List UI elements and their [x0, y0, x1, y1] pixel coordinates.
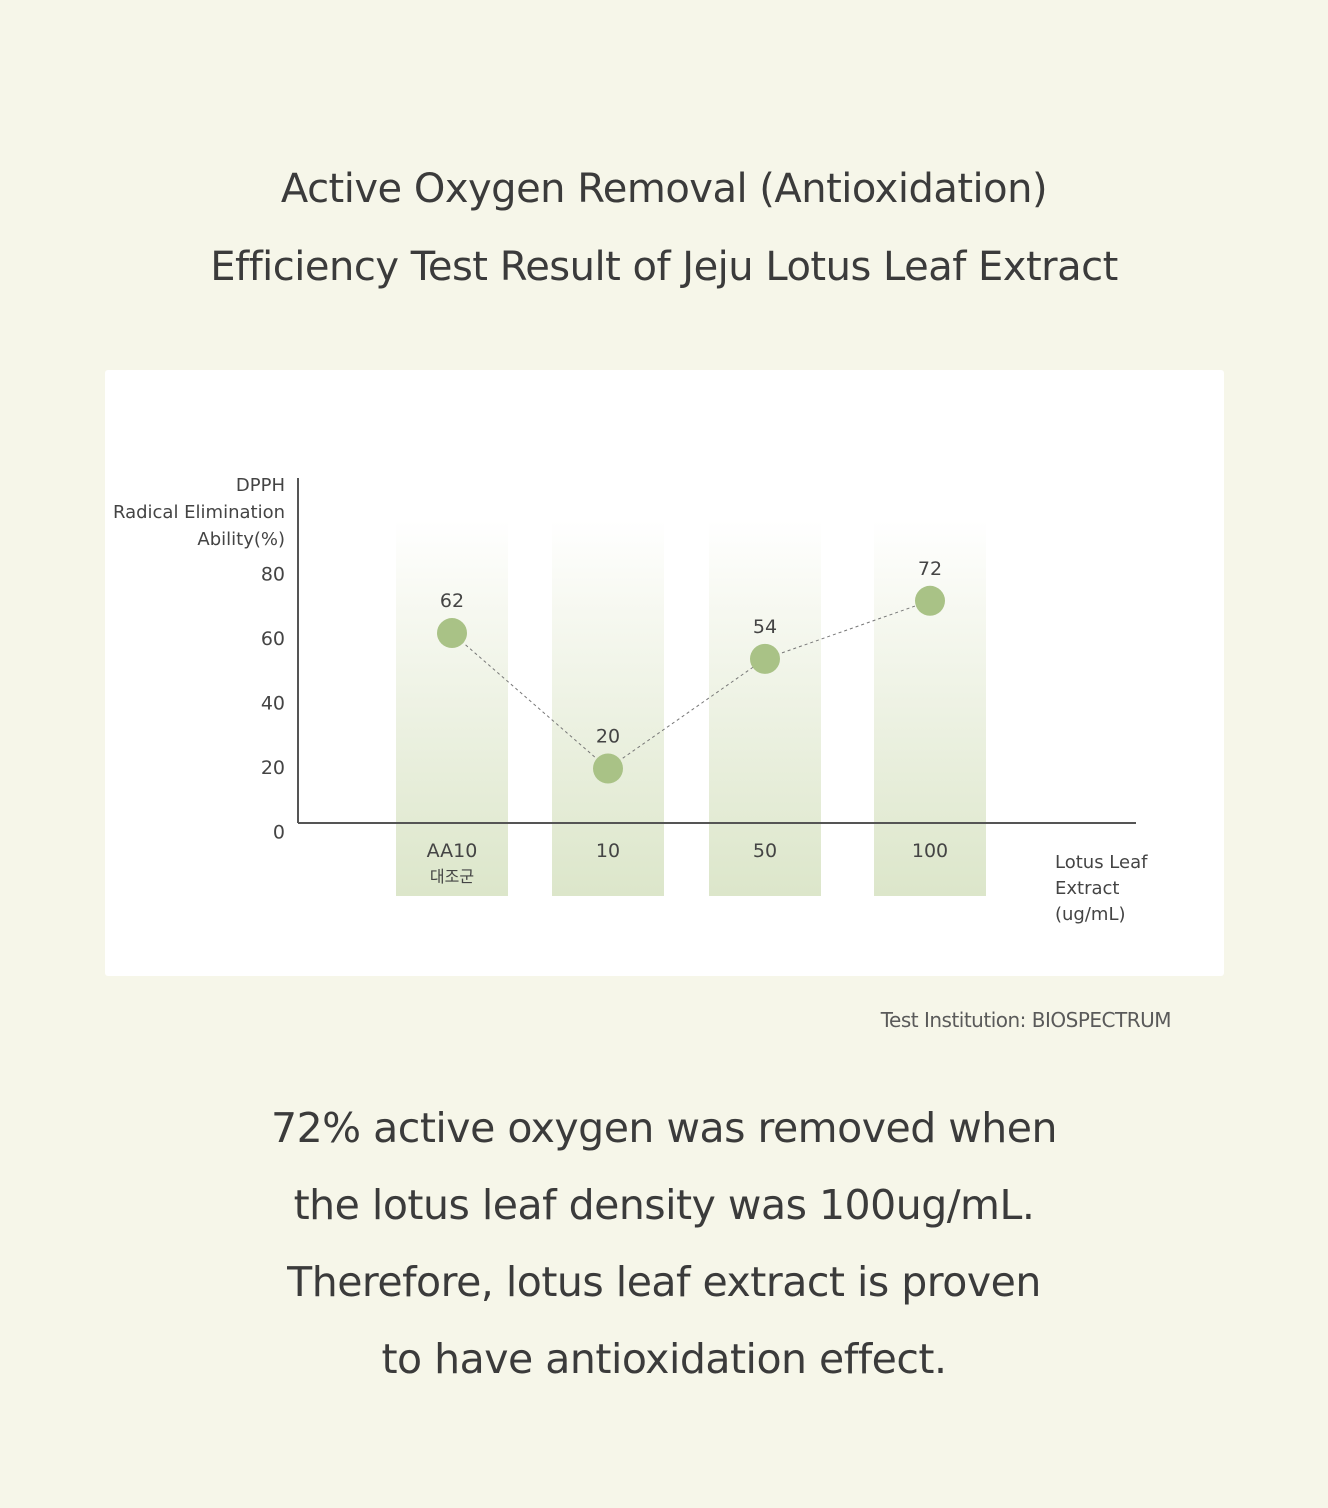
- x-axis-title-line: (ug/mL): [1055, 904, 1126, 925]
- chart-svg: DPPH Radical Elimination Ability(%) 0 20 40 60…: [113, 475, 1148, 925]
- data-point: [593, 753, 623, 784]
- series-line-segment: [451, 632, 609, 769]
- title-line-2: Efficiency Test Result of Jeju Lotus Lea…: [210, 244, 1118, 290]
- x-axis-title-line: Extract: [1055, 878, 1119, 899]
- conclusion-text: 72% active oxygen was removed when the l…: [0, 1090, 1328, 1398]
- x-tick-label: 100: [912, 840, 948, 862]
- conclusion-line-2: the lotus leaf density was 100ug/mL.: [293, 1181, 1035, 1229]
- category-band: [552, 520, 664, 896]
- y-axis-title-line: DPPH: [236, 475, 285, 496]
- category-band: [709, 520, 821, 896]
- x-tick-label: 50: [753, 840, 777, 862]
- data-label: 62: [440, 590, 464, 612]
- x-tick-label: AA10: [427, 840, 478, 862]
- category-band: [396, 520, 508, 896]
- conclusion-line-3: Therefore, lotus leaf extract is proven: [287, 1258, 1041, 1306]
- y-tick-label: 0: [273, 822, 285, 844]
- title-line-1: Active Oxygen Removal (Antioxidation): [280, 166, 1048, 212]
- x-axis-title-line: Lotus Leaf: [1055, 852, 1148, 873]
- data-point: [437, 618, 467, 649]
- y-tick-label: 20: [261, 757, 285, 779]
- x-tick-label: 10: [596, 840, 620, 862]
- conclusion-line-1: 72% active oxygen was removed when: [271, 1104, 1057, 1152]
- chart-title: Active Oxygen Removal (Antioxidation) Ef…: [0, 150, 1328, 306]
- category-band: [874, 520, 986, 896]
- chart-card: DPPH Radical Elimination Ability(%) 0 20 40 60…: [105, 370, 1224, 976]
- x-tick-sublabel: 대조군: [430, 867, 474, 886]
- y-axis-title-line: Ability(%): [197, 529, 285, 550]
- y-axis-title-line: Radical Elimination: [113, 502, 285, 523]
- conclusion-line-4: to have antioxidation effect.: [381, 1335, 947, 1383]
- y-tick-label: 80: [261, 564, 285, 586]
- data-label: 20: [596, 726, 620, 748]
- series-line-segment: [607, 658, 766, 769]
- data-point: [915, 585, 945, 616]
- data-label: 54: [753, 616, 777, 638]
- y-tick-label: 40: [261, 693, 285, 715]
- y-tick-label: 60: [261, 628, 285, 650]
- test-institution-note: Test Institution: BIOSPECTRUM: [880, 1008, 1172, 1032]
- series-line-segment: [764, 600, 931, 660]
- data-point: [750, 643, 780, 674]
- data-label: 72: [918, 558, 942, 580]
